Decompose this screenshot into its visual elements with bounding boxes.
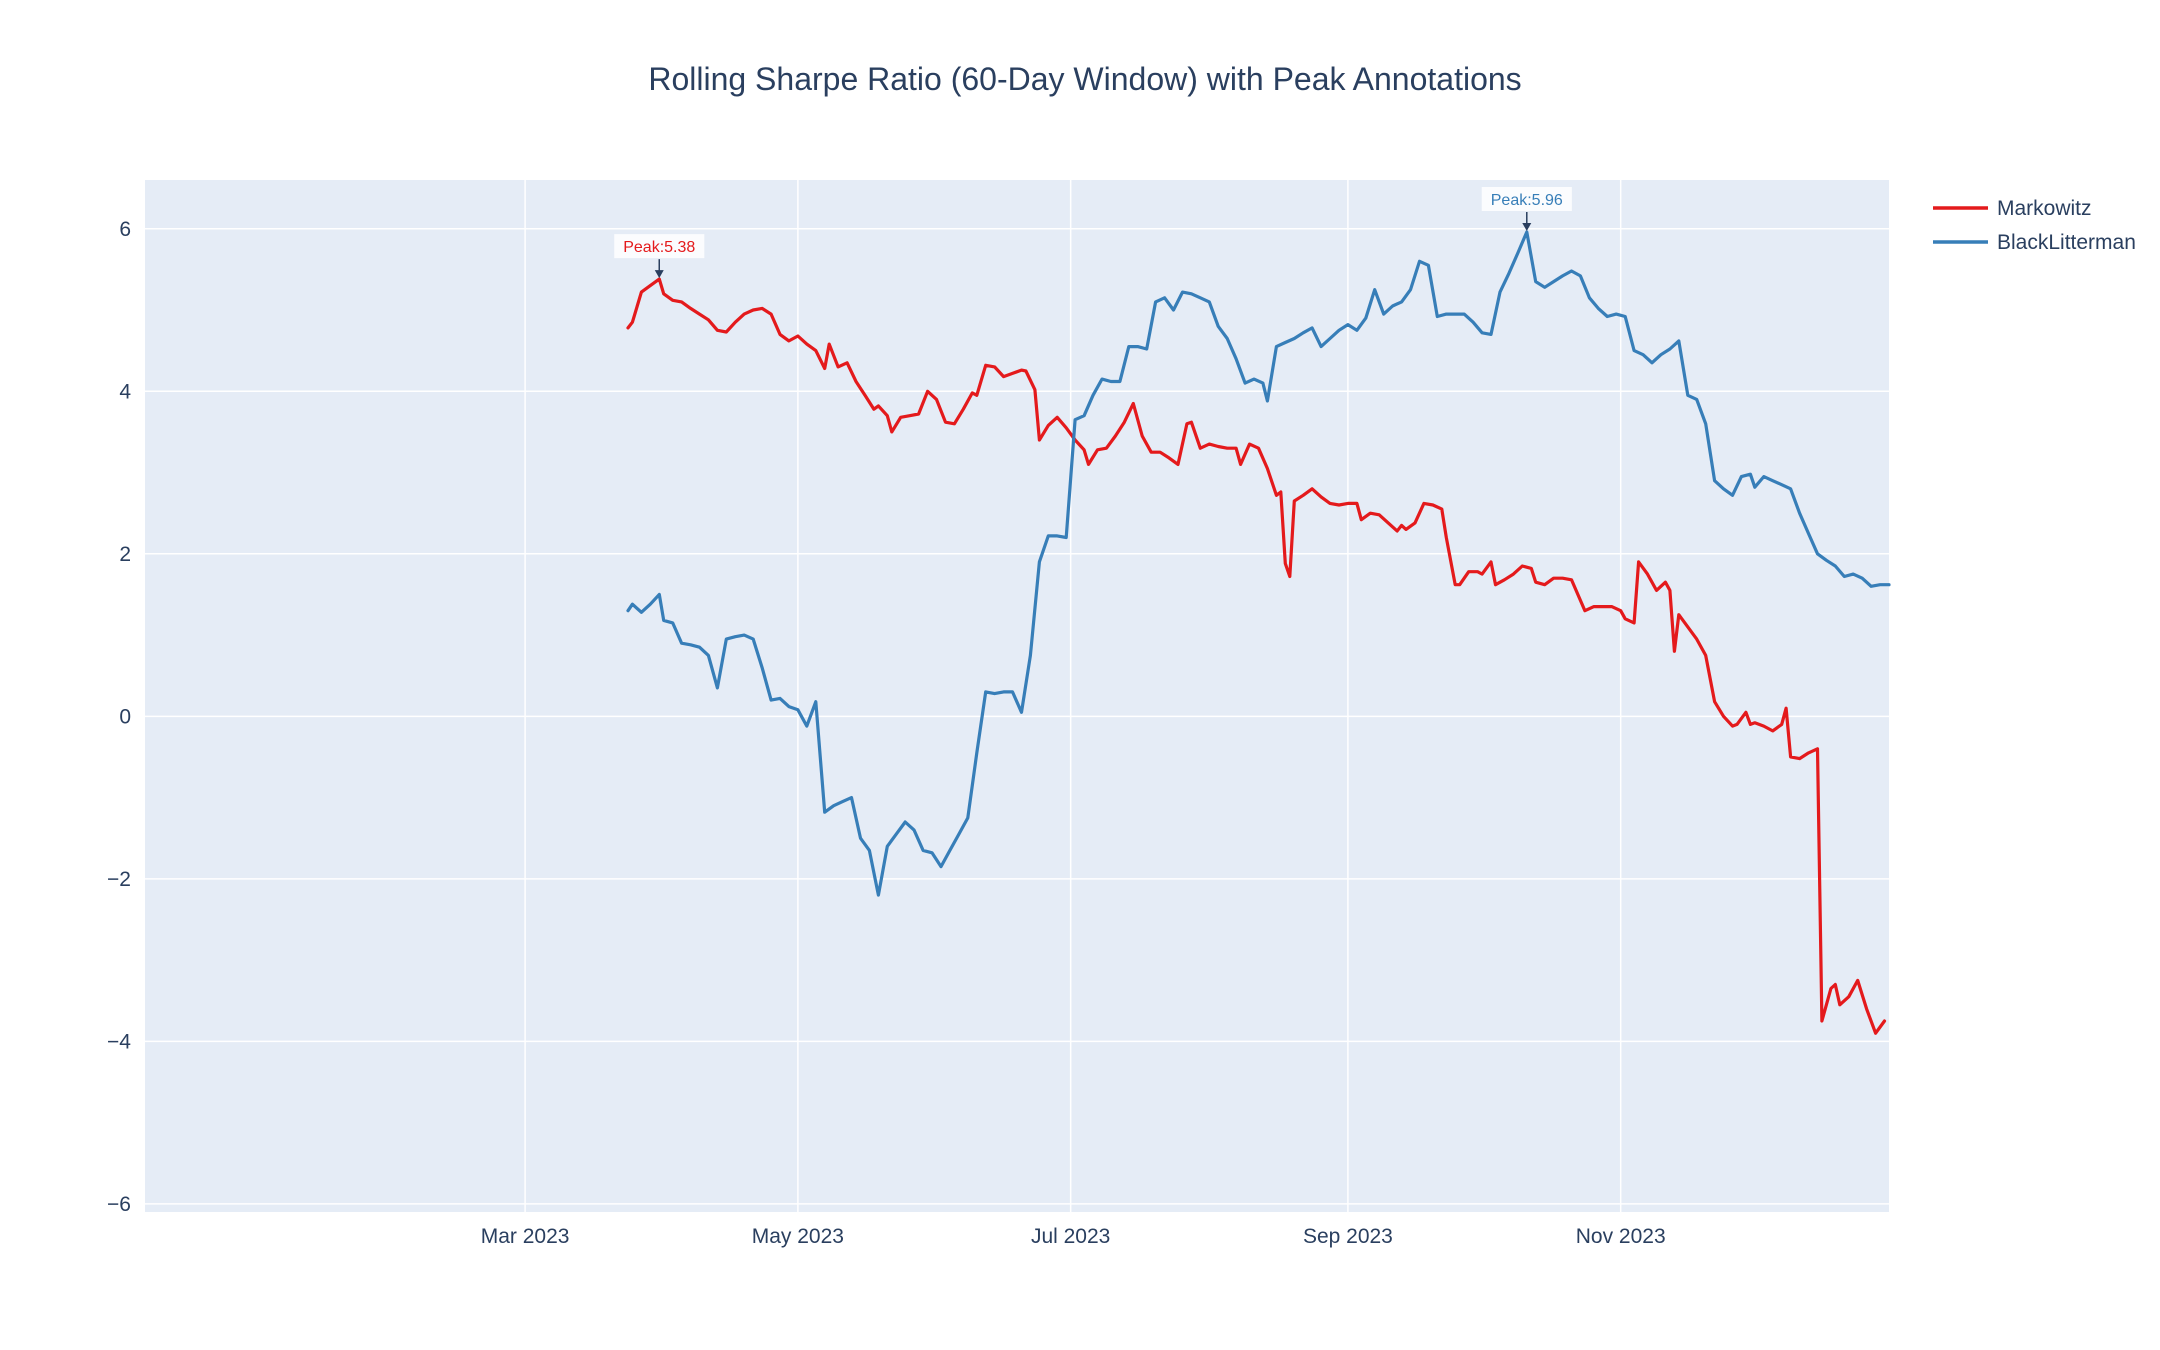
x-axis-ticks: Mar 2023 May 2023 Jul 2023 Sep 2023 Nov 2023 — [481, 1225, 1666, 1248]
y-tick-label: −2 — [107, 868, 131, 891]
annotation-box — [1481, 187, 1572, 212]
y-tick-label: 4 — [119, 380, 131, 403]
annotation-label: Peak:5.96 — [1491, 192, 1563, 209]
y-tick-label: −6 — [107, 1193, 131, 1216]
annotation-label: Peak:5.38 — [623, 239, 695, 256]
x-tick-label: Mar 2023 — [481, 1225, 570, 1248]
legend-item-blacklitterman[interactable]: BlackLitterman — [1933, 231, 2136, 254]
y-tick-label: 2 — [119, 543, 131, 566]
y-tick-label: 6 — [119, 218, 131, 241]
legend[interactable]: Markowitz BlackLitterman — [1933, 197, 2136, 254]
legend-item-markowitz[interactable]: Markowitz — [1933, 197, 2092, 220]
y-tick-label: −4 — [107, 1030, 131, 1053]
peak-annotations: Peak:5.38 Peak:5.96 — [614, 187, 1572, 279]
grid-lines — [145, 180, 1889, 1212]
plot-area — [145, 180, 1889, 1212]
annotation-arrow-head — [654, 270, 664, 279]
x-tick-label: Nov 2023 — [1576, 1225, 1666, 1248]
y-tick-label: 0 — [119, 705, 131, 728]
x-tick-label: May 2023 — [752, 1225, 844, 1248]
legend-label: BlackLitterman — [1997, 231, 2136, 254]
series-line-markowitz — [626, 277, 1887, 1035]
y-axis-ticks: 6 4 2 0 −2 −4 −6 — [107, 218, 131, 1216]
peak-annotation: Peak:5.96 — [1481, 187, 1572, 232]
series-lines — [626, 230, 1891, 1035]
annotation-arrow-head — [1522, 223, 1532, 232]
x-tick-label: Jul 2023 — [1031, 1225, 1110, 1248]
chart-title: Rolling Sharpe Ratio (60-Day Window) wit… — [648, 61, 1521, 97]
series-line-blacklitterman — [626, 230, 1891, 897]
x-tick-label: Sep 2023 — [1303, 1225, 1393, 1248]
peak-annotation: Peak:5.38 — [614, 234, 705, 279]
legend-label: Markowitz — [1997, 197, 2092, 220]
annotation-box — [614, 234, 705, 259]
